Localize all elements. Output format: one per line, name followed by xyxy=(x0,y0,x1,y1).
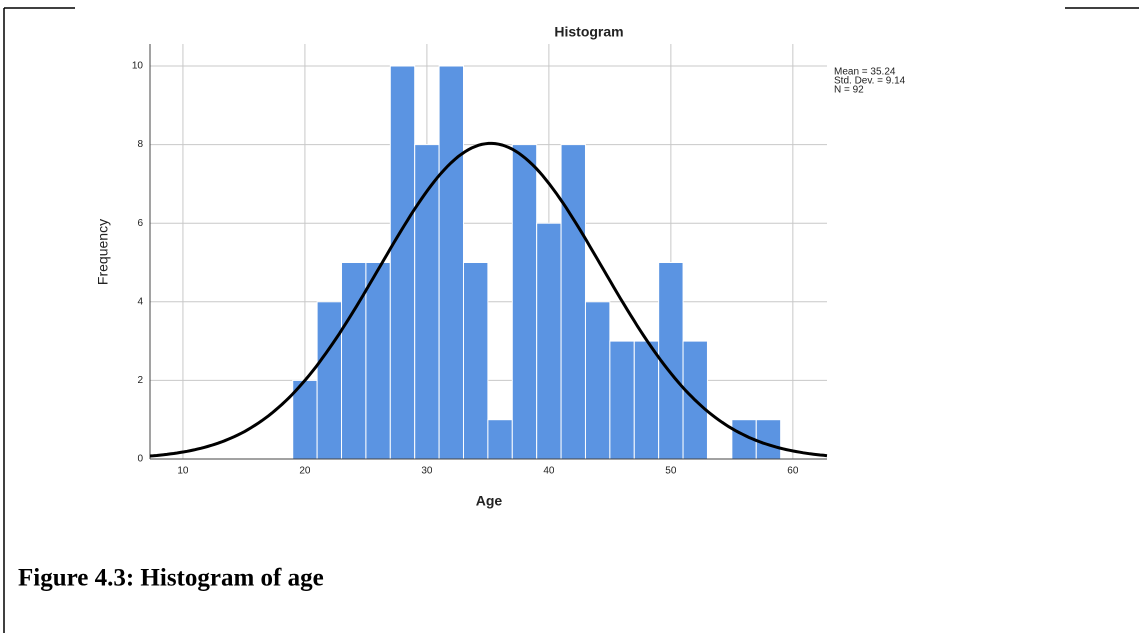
bar xyxy=(560,144,586,460)
y-tick-label: 4 xyxy=(137,296,143,307)
bar xyxy=(755,419,782,460)
y-axis-label: Frequency xyxy=(95,219,111,285)
bar xyxy=(633,340,660,460)
y-tick-label: 6 xyxy=(137,218,143,229)
y-tick-label: 0 xyxy=(137,454,143,465)
bar xyxy=(438,65,464,460)
bar xyxy=(609,340,635,460)
bar xyxy=(316,301,343,460)
y-tick-label: 8 xyxy=(137,139,143,150)
stats-annotation: N = 92 xyxy=(834,85,864,96)
normal-curve xyxy=(149,141,828,458)
bar xyxy=(487,419,513,460)
x-tick-label: 10 xyxy=(177,466,189,477)
bar xyxy=(292,379,318,460)
stats-annotation: Std. Dev. = 9.14 xyxy=(834,76,906,87)
bar xyxy=(365,262,391,460)
bar xyxy=(389,65,416,460)
bar xyxy=(462,262,489,460)
stats-annotation: Mean = 35.24 xyxy=(834,67,896,78)
bar xyxy=(511,144,538,460)
y-tick-label: 2 xyxy=(137,375,143,386)
chart-title: Histogram xyxy=(554,24,623,40)
x-tick-label: 40 xyxy=(543,466,555,477)
bar xyxy=(341,262,367,460)
caption: Figure 4.3: Histogram of age xyxy=(18,565,324,592)
x-tick-label: 30 xyxy=(421,466,433,477)
x-tick-label: 20 xyxy=(299,466,311,477)
x-tick-label: 50 xyxy=(665,466,677,477)
x-axis-label: Age xyxy=(476,493,503,509)
y-tick-label: 10 xyxy=(132,61,144,72)
bar xyxy=(536,222,562,460)
bar xyxy=(584,301,611,460)
x-tick-label: 60 xyxy=(787,466,799,477)
